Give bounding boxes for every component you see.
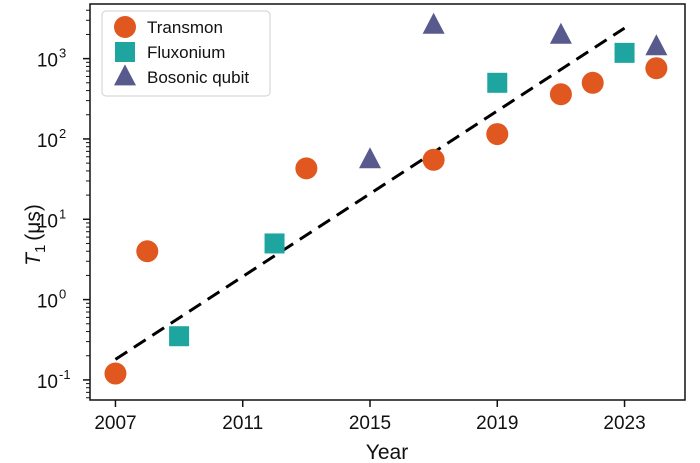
y-tick-label: 102 (37, 126, 66, 152)
x-tick-label: 2007 (94, 413, 136, 434)
legend-marker-circle (114, 16, 136, 38)
y-axis-ticks: 10-1 100 101 102 103 (37, 9, 90, 399)
square-point (264, 233, 285, 254)
x-axis-ticks: 2007 2011 2015 2019 2023 (94, 400, 646, 434)
legend-item: Transmon (114, 16, 223, 38)
circle-point (295, 157, 318, 180)
y-tick-label: 103 (37, 46, 66, 72)
y-axis-label-unit: (μs) (22, 204, 45, 241)
plot-area (89, 3, 686, 401)
x-tick-label: 2023 (603, 413, 645, 434)
y-axis-label-main: T (22, 251, 45, 266)
circle-point (486, 123, 509, 146)
legend-item: Bosonic qubit (114, 64, 249, 87)
x-tick-label: 2011 (222, 413, 263, 434)
y-axis-label-sub: 1 (32, 245, 49, 253)
series-fluxonium (169, 42, 635, 347)
legend: Transmon Fluxonium Bosonic qubit (101, 10, 271, 97)
circle-point (645, 57, 668, 80)
square-point (487, 72, 508, 93)
triangle-point (422, 12, 445, 34)
y-axis-label: T1 (μs) (22, 204, 49, 266)
triangle-point (645, 34, 668, 56)
square-point (614, 42, 635, 63)
legend-item: Fluxonium (115, 42, 225, 62)
triangle-point (549, 22, 572, 44)
legend-label: Fluxonium (147, 43, 225, 62)
x-axis-label: Year (366, 441, 408, 463)
triangle-point (359, 147, 381, 169)
legend-label: Bosonic qubit (147, 68, 249, 87)
x-tick-label: 2015 (349, 413, 391, 434)
y-tick-label: 100 (37, 287, 66, 313)
series-transmon (104, 57, 668, 385)
data-points (104, 12, 668, 385)
y-tick-label: 10-1 (37, 367, 71, 393)
legend-label: Transmon (147, 18, 223, 37)
trend-line-group (114, 26, 626, 361)
circle-point (104, 362, 127, 385)
circle-point (581, 71, 604, 94)
circle-point (549, 83, 572, 106)
circle-point (422, 148, 445, 171)
circle-point (136, 240, 159, 263)
square-point (169, 326, 190, 347)
x-tick-label: 2019 (476, 413, 518, 434)
legend-marker-triangle (114, 64, 136, 86)
plot-frame (89, 3, 686, 401)
y-tick-label: 101 (37, 206, 66, 232)
trend-line (114, 26, 626, 361)
legend-box (101, 10, 271, 97)
legend-marker-square (115, 42, 135, 62)
series-bosonic-qubit (359, 12, 668, 169)
